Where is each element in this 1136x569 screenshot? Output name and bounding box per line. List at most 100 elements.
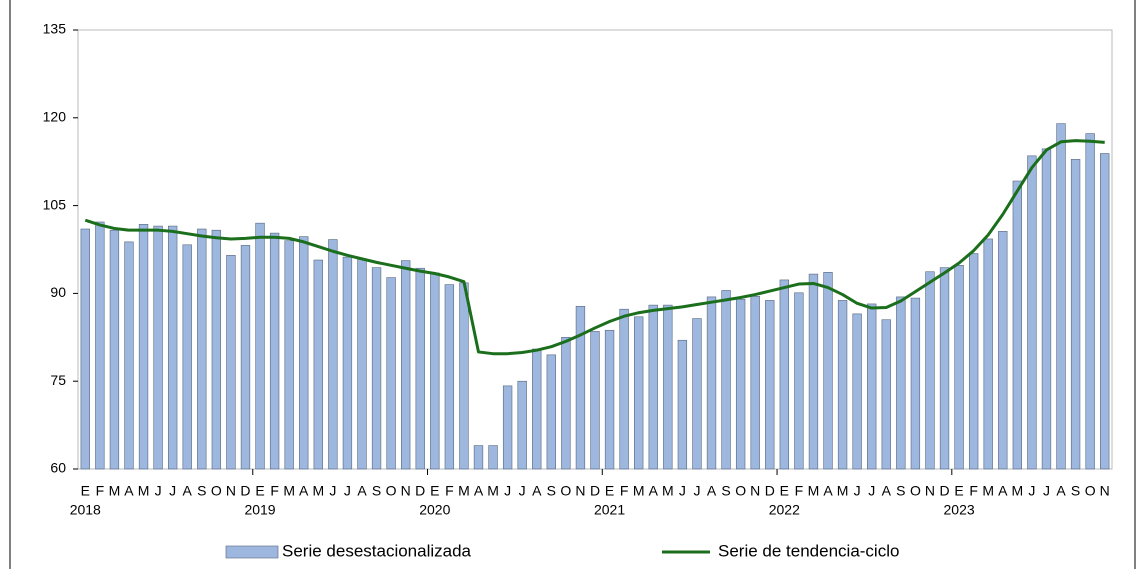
bar <box>444 284 455 470</box>
bar <box>386 277 396 470</box>
x-tick-label: O <box>1085 483 1096 499</box>
x-tick-label: J <box>504 483 511 499</box>
x-tick-label: A <box>998 483 1008 499</box>
bar <box>1027 155 1037 470</box>
bar <box>1012 180 1023 470</box>
year-label: 2019 <box>244 502 275 518</box>
x-tick-label: S <box>721 483 730 499</box>
bar <box>1070 159 1081 470</box>
x-tick-label: F <box>795 483 804 499</box>
x-tick-label: E <box>780 483 789 499</box>
bar <box>313 259 323 470</box>
bar <box>109 229 120 470</box>
bar <box>488 445 498 470</box>
y-tick-label: 90 <box>50 284 66 300</box>
x-tick-label: A <box>823 483 833 499</box>
x-tick-label: A <box>474 483 484 499</box>
bar <box>138 224 149 470</box>
x-tick-label: M <box>837 483 849 499</box>
x-tick-label: S <box>896 483 905 499</box>
x-tick-label: D <box>765 483 775 499</box>
x-tick-label: J <box>329 483 336 499</box>
trend-line <box>84 139 1105 356</box>
x-tick-label: F <box>445 483 454 499</box>
bar <box>604 329 615 470</box>
bar <box>590 331 600 470</box>
bar <box>299 236 309 470</box>
x-tick-label: M <box>808 483 820 499</box>
bar <box>765 300 775 470</box>
bar <box>663 304 673 470</box>
x-tick-label: S <box>1071 483 1080 499</box>
x-tick-label: J <box>868 483 875 499</box>
year-label: 2018 <box>70 502 101 518</box>
bar <box>430 272 440 470</box>
x-tick-label: A <box>882 483 892 499</box>
y-tick-label: 75 <box>50 372 66 388</box>
bar <box>721 290 731 470</box>
bar <box>1056 123 1066 470</box>
bar <box>561 336 571 470</box>
x-tick-label: M <box>633 483 645 499</box>
x-tick-label: A <box>532 483 542 499</box>
x-tick-label: J <box>854 483 861 499</box>
legend-label: Serie desestacionalizada <box>282 541 472 560</box>
bar <box>837 300 848 470</box>
x-tick-label: A <box>357 483 367 499</box>
x-tick-label: N <box>575 483 585 499</box>
x-tick-label: O <box>211 483 222 499</box>
bar <box>867 303 877 470</box>
bar <box>226 255 236 470</box>
bar <box>619 308 629 470</box>
x-tick-label: D <box>590 483 600 499</box>
x-tick-label: F <box>969 483 978 499</box>
x-tick-label: D <box>415 483 425 499</box>
bar <box>634 316 644 470</box>
bar <box>910 297 921 470</box>
x-tick-label: E <box>430 483 439 499</box>
x-tick-label: N <box>1100 483 1110 499</box>
x-tick-label: M <box>1012 483 1024 499</box>
y-tick-label: 135 <box>43 21 67 37</box>
y-tick-label: 120 <box>43 109 67 125</box>
x-tick-label: E <box>81 483 90 499</box>
x-tick-label: J <box>1043 483 1050 499</box>
bar <box>954 265 964 470</box>
bar <box>240 245 251 470</box>
bar <box>823 272 833 470</box>
bar <box>95 221 105 470</box>
x-tick-label: N <box>401 483 411 499</box>
bar <box>532 348 542 470</box>
year-label: 2023 <box>944 502 975 518</box>
x-tick-label: O <box>560 483 571 499</box>
bar <box>153 225 163 470</box>
x-tick-label: F <box>270 483 279 499</box>
bar <box>1100 153 1110 470</box>
x-tick-label: M <box>487 483 499 499</box>
x-tick-label: N <box>925 483 935 499</box>
x-tick-label: E <box>255 483 264 499</box>
x-tick-label: A <box>649 483 659 499</box>
x-tick-label: J <box>693 483 700 499</box>
bar <box>968 253 979 470</box>
bar <box>357 259 367 470</box>
bar <box>328 239 338 470</box>
x-tick-label: D <box>939 483 949 499</box>
bar <box>80 228 90 470</box>
bar <box>197 228 207 470</box>
bar <box>371 267 382 470</box>
bar <box>1085 133 1095 470</box>
x-tick-label: A <box>707 483 717 499</box>
bar <box>706 296 717 470</box>
bar <box>750 296 760 470</box>
x-tick-label: S <box>197 483 206 499</box>
bar <box>896 296 906 470</box>
x-tick-label: O <box>735 483 746 499</box>
chart-frame <box>9 0 1136 569</box>
x-tick-label: S <box>547 483 556 499</box>
x-tick-label: S <box>372 483 381 499</box>
y-tick-label: 105 <box>43 196 67 212</box>
bar <box>517 380 527 470</box>
x-tick-label: O <box>386 483 397 499</box>
